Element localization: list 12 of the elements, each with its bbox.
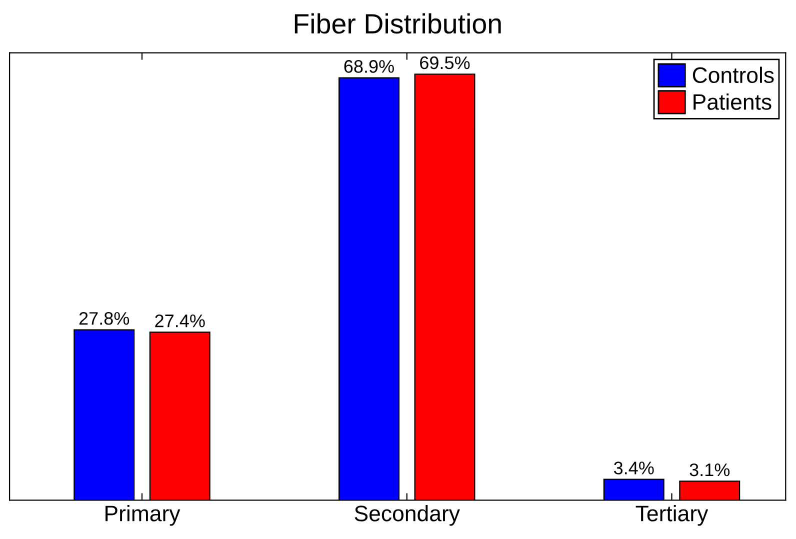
data-label: 27.8% — [79, 312, 130, 325]
x-tick-label: Primary — [106, 505, 180, 526]
data-label: 69.5% — [420, 56, 470, 70]
chart-title: Fiber Distribution — [294, 13, 501, 34]
x-tick-label: Secondary — [354, 505, 460, 526]
legend-label: Controls — [692, 66, 774, 84]
data-label: 3.4% — [614, 462, 654, 474]
x-tick-label: Tertiary — [636, 505, 708, 526]
legend-label: Patients — [694, 94, 772, 110]
data-label: 3.1% — [690, 463, 730, 476]
data-label: 68.9% — [344, 60, 394, 73]
data-label: 27.4% — [155, 314, 205, 328]
